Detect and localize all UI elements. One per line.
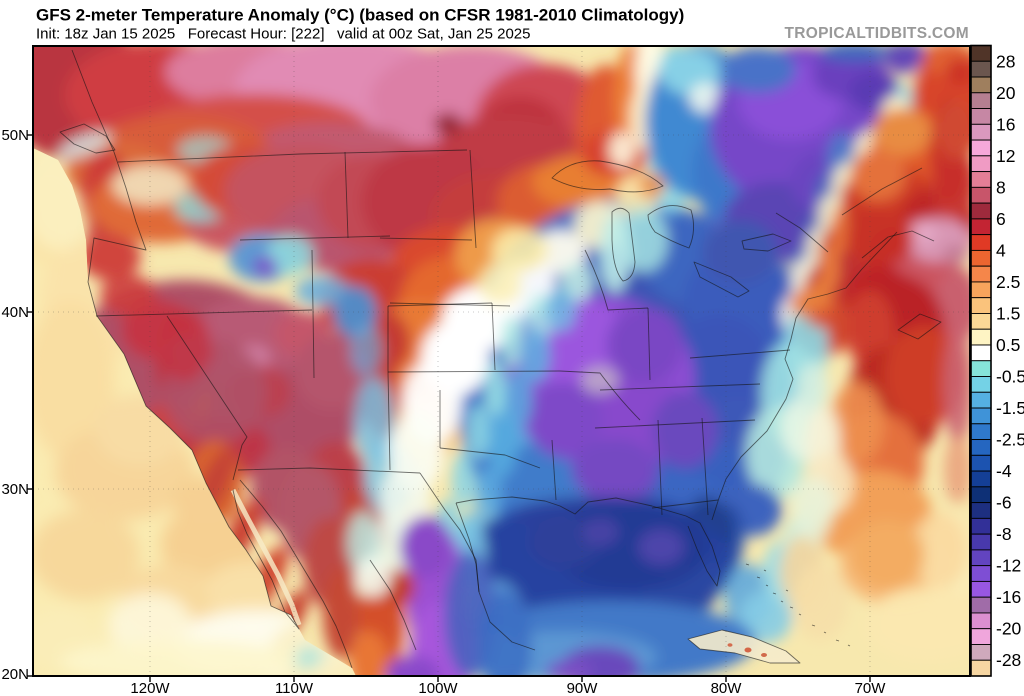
svg-text:120W: 120W: [130, 680, 170, 696]
svg-text:80W: 80W: [711, 680, 743, 696]
svg-text:-4: -4: [996, 461, 1012, 481]
svg-text:16: 16: [996, 114, 1015, 134]
svg-text:-12: -12: [996, 556, 1021, 576]
svg-text:-2.5: -2.5: [996, 430, 1024, 450]
svg-text:28: 28: [996, 51, 1015, 71]
svg-text:100W: 100W: [418, 680, 458, 696]
svg-text:20N: 20N: [1, 666, 29, 683]
svg-text:-16: -16: [996, 587, 1021, 607]
svg-text:30N: 30N: [1, 481, 29, 498]
svg-text:-8: -8: [996, 524, 1012, 544]
svg-text:Init: 18z Jan 15 2025 Foreca: Init: 18z Jan 15 2025 Forecast Hour: [22…: [36, 26, 530, 43]
svg-text:6: 6: [996, 209, 1006, 229]
svg-text:-0.5: -0.5: [996, 367, 1024, 387]
svg-text:8: 8: [996, 177, 1006, 197]
svg-text:12: 12: [996, 146, 1015, 166]
svg-text:TROPICALTIDBITS.COM: TROPICALTIDBITS.COM: [784, 25, 969, 42]
svg-text:-6: -6: [996, 493, 1012, 513]
svg-text:GFS 2-meter Temperature Anomal: GFS 2-meter Temperature Anomaly (°C) (ba…: [36, 6, 684, 25]
svg-text:40N: 40N: [1, 304, 29, 321]
svg-text:110W: 110W: [275, 680, 314, 696]
svg-text:0.5: 0.5: [996, 335, 1020, 355]
svg-text:-28: -28: [996, 650, 1021, 670]
svg-text:2.5: 2.5: [996, 272, 1020, 292]
svg-text:4: 4: [996, 240, 1006, 260]
svg-text:20: 20: [996, 83, 1016, 103]
svg-text:70W: 70W: [855, 680, 887, 696]
svg-text:90W: 90W: [567, 680, 599, 696]
svg-text:1.5: 1.5: [996, 304, 1020, 324]
svg-text:-20: -20: [996, 619, 1022, 639]
svg-text:50N: 50N: [1, 127, 29, 144]
svg-text:-1.5: -1.5: [996, 398, 1024, 418]
